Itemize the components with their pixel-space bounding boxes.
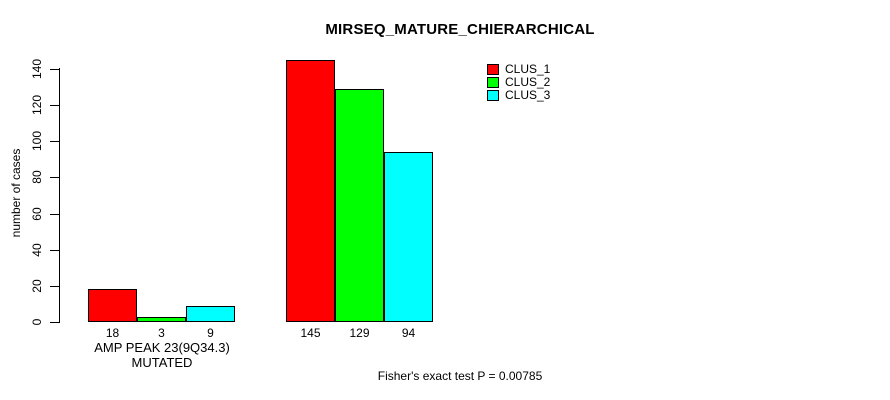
bar-CLUS_1-group2 [286,60,335,322]
bar-CLUS_3-group1 [186,306,235,322]
chart-title: MIRSEQ_MATURE_CHIERARCHICAL [325,21,595,38]
legend-label: CLUS_3 [505,88,551,102]
y-tick-mark [50,177,59,178]
bar-value-label: 129 [349,326,370,340]
legend-item-CLUS_1: CLUS_1 [487,62,551,76]
legend: CLUS_1 CLUS_2 CLUS_3 [487,62,551,103]
bar-value-label: 145 [300,326,321,340]
bar-CLUS_1-group1 [88,289,137,322]
bar-value-label: 9 [207,326,214,340]
bar-CLUS_2-group2 [335,89,384,322]
bar-CLUS_3-group2 [384,152,433,322]
bar-value-label: 3 [158,326,165,340]
x-category-label: AMP PEAK 23(9Q34.3) MUTATED [94,340,230,370]
y-tick-mark [50,214,59,215]
bar-value-label: 94 [401,326,416,340]
y-tick-mark [50,250,59,251]
legend-swatch [487,64,499,75]
y-axis-label: number of cases [9,148,23,238]
y-tick-mark [50,141,59,142]
y-tick-mark [50,322,59,323]
y-axis-line [59,68,60,323]
y-tick-label: 140 [30,58,44,80]
bar-value-label: 18 [105,326,120,340]
annotation-text: Fisher's exact test P = 0.00785 [377,369,543,383]
legend-swatch [487,90,499,101]
legend-item-CLUS_3: CLUS_3 [487,88,551,102]
legend-item-CLUS_2: CLUS_2 [487,75,551,89]
y-tick-mark [50,69,59,70]
legend-swatch [487,77,499,88]
legend-label: CLUS_1 [505,62,551,76]
y-tick-mark [50,105,59,106]
legend-label: CLUS_2 [505,75,551,89]
bar-CLUS_2-group1 [137,317,186,322]
y-tick-mark [50,286,59,287]
